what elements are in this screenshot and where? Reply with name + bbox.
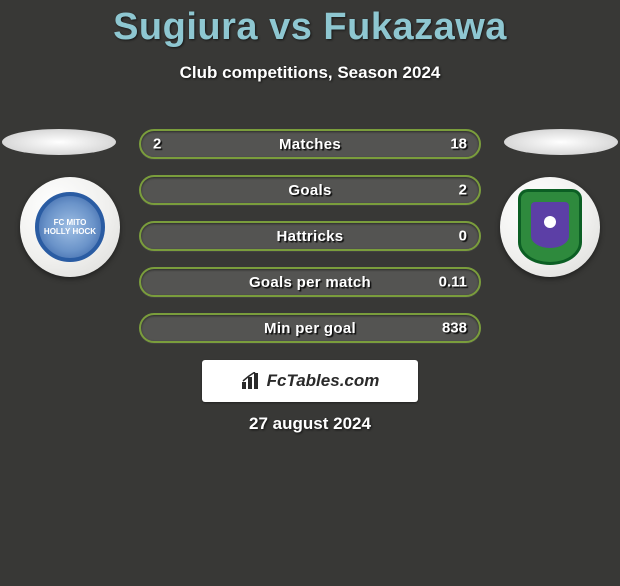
stat-row-hattricks: Hattricks 0: [139, 221, 481, 251]
page-title: Sugiura vs Fukazawa: [0, 6, 620, 49]
stat-value-right: 18: [450, 136, 467, 153]
stat-row-mpg: Min per goal 838: [139, 313, 481, 343]
stat-row-gpm: Goals per match 0.11: [139, 267, 481, 297]
club-badge-right: [500, 177, 600, 277]
stat-value-right: 0: [459, 228, 467, 245]
stat-label: Hattricks: [277, 228, 344, 245]
stat-value-right: 2: [459, 182, 467, 199]
page-date: 27 august 2024: [0, 414, 620, 434]
stat-row-matches: 2 Matches 18: [139, 129, 481, 159]
stat-row-goals: Goals 2: [139, 175, 481, 205]
brand-badge[interactable]: FcTables.com: [202, 360, 418, 402]
stat-value-right: 0.11: [439, 274, 467, 291]
stat-label: Min per goal: [264, 320, 356, 337]
stat-value-left: 2: [153, 136, 161, 153]
stat-label: Goals per match: [249, 274, 371, 291]
player-photo-left: [2, 129, 116, 155]
stat-label: Goals: [288, 182, 331, 199]
stat-value-right: 838: [442, 320, 467, 337]
club-badge-left: FC MITOHOLLY HOCK: [20, 177, 120, 277]
crest-left-icon: FC MITOHOLLY HOCK: [35, 192, 105, 262]
brand-label: FcTables.com: [267, 371, 380, 391]
player-photo-right: [504, 129, 618, 155]
bar-chart-icon: [241, 372, 261, 390]
stat-label: Matches: [279, 136, 341, 153]
page-subtitle: Club competitions, Season 2024: [0, 63, 620, 83]
crest-right-icon: [518, 189, 582, 265]
stats-bars: 2 Matches 18 Goals 2 Hattricks 0 Goals p…: [139, 129, 481, 359]
